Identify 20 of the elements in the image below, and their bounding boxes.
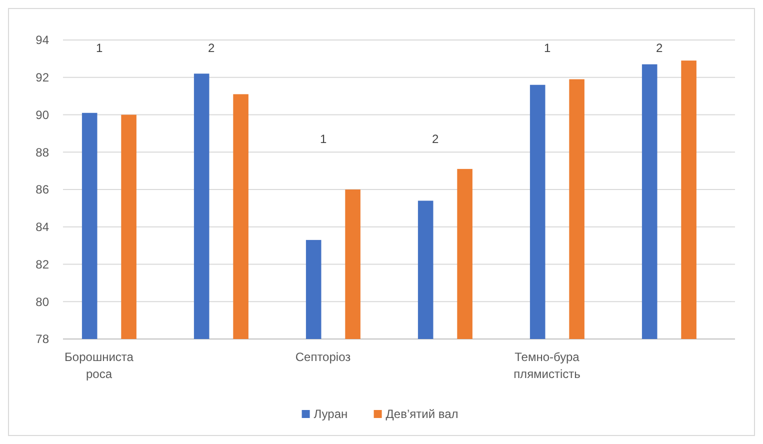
y-tick-label: 84 <box>36 220 50 234</box>
legend-label: Дев’ятий вал <box>386 407 458 421</box>
x-tick-label: Борошниста роса <box>64 350 134 381</box>
annotation: 2 <box>208 41 216 55</box>
y-tick-label: 94 <box>36 33 50 48</box>
y-tick-label: 90 <box>36 108 50 122</box>
legend-label: Луран <box>314 407 348 421</box>
annotation: 2 <box>432 132 440 146</box>
y-tick-label: 78 <box>36 332 50 346</box>
y-tick-label: 86 <box>36 182 50 197</box>
annotation: 1 <box>96 41 104 55</box>
annotation: 2 <box>656 41 664 55</box>
annotation: 1 <box>320 132 328 146</box>
y-tick-label: 88 <box>36 145 50 160</box>
y-tick-label: 80 <box>36 294 50 309</box>
y-tick-label: 92 <box>36 70 50 85</box>
x-tick-label: Септоріоз <box>295 350 352 364</box>
y-tick-label: 82 <box>36 257 50 272</box>
annotation: 1 <box>544 41 552 55</box>
x-tick-label: Темно-бура плямистість <box>514 350 580 381</box>
